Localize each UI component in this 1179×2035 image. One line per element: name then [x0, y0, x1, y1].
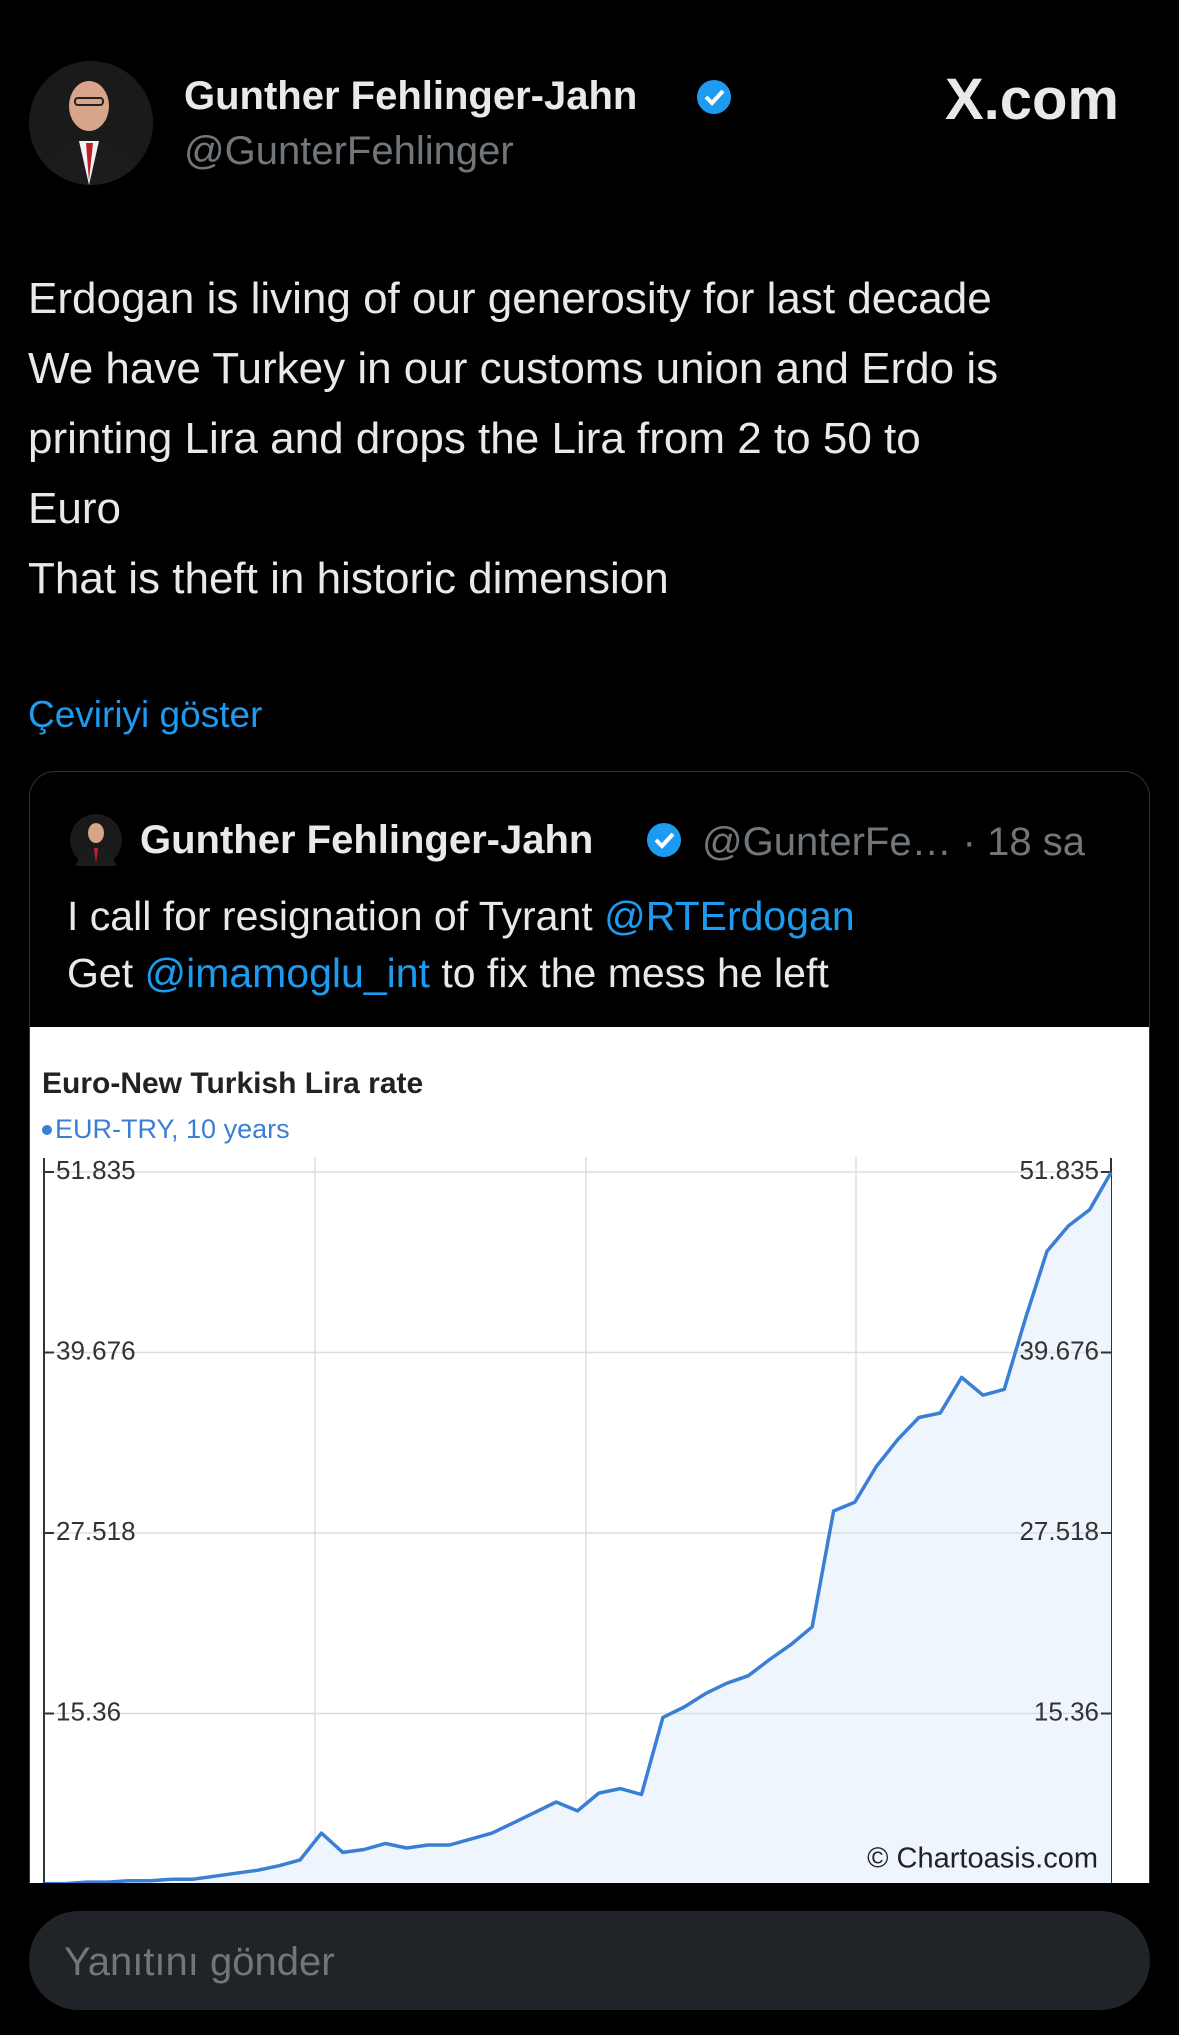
quote-author-name: Gunther Fehlinger-Jahn	[140, 818, 594, 862]
reply-placeholder: Yanıtını gönder	[64, 1940, 335, 1984]
verified-badge	[697, 80, 731, 114]
tweet-line: printing Lira and drops the Lira from 2 …	[28, 414, 921, 463]
reply-input[interactable]: Yanıtını gönder	[29, 1911, 1150, 2010]
legend-marker	[42, 1125, 52, 1135]
line	[44, 1171, 1113, 1886]
quote-text: I call for resignation of Tyrant @RTErdo…	[67, 888, 855, 1002]
site-label: X.com	[944, 67, 1119, 132]
quote-line: I call for resignation of Tyrant @RTErdo…	[67, 888, 855, 945]
author-handle[interactable]: @GunterFehlinger	[184, 129, 514, 173]
avatar[interactable]	[29, 61, 153, 185]
area	[44, 1172, 1111, 1972]
y-tick-label-right: 27.518	[1019, 1516, 1099, 1546]
tweet-line: Euro	[28, 484, 121, 533]
y-tick-label: 51.835	[56, 1155, 136, 1185]
legend-label: EUR-TRY, 10 years	[55, 1114, 290, 1144]
quote-meta: @GunterFe… · 18 sa	[702, 820, 1085, 864]
tweet-line: That is theft in historic dimension	[28, 554, 669, 603]
y-tick-label: 27.518	[56, 1516, 136, 1546]
text: Get	[67, 950, 145, 996]
quote-avatar	[70, 814, 122, 866]
y-tick-label-right: 39.676	[1019, 1335, 1099, 1365]
text: I call for resignation of Tyrant	[67, 893, 605, 939]
tweet-line: Erdogan is living of our generosity for …	[28, 274, 992, 323]
quoted-tweet[interactable]: Gunther Fehlinger-Jahn @GunterFe… · 18 s…	[29, 771, 1150, 1973]
y-tick-label-right: 15.36	[1034, 1696, 1099, 1726]
tweet-line: We have Turkey in our customs union and …	[28, 344, 999, 393]
y-tick-label: 39.676	[56, 1335, 136, 1365]
mention[interactable]: @imamoglu_int	[144, 950, 430, 996]
tweet-text: Erdogan is living of our generosity for …	[28, 264, 998, 614]
watermark: © Chartoasis.com	[867, 1843, 1098, 1875]
verified-badge	[647, 823, 681, 857]
author-name[interactable]: Gunther Fehlinger-Jahn	[184, 74, 638, 118]
translate-link[interactable]: Çeviriyi göster	[28, 694, 263, 735]
quote-line: Get @imamoglu_int to fix the mess he lef…	[67, 945, 855, 1002]
chart: Euro-New Turkish Lira rate EUR-TRY, 10 y…	[30, 1027, 1149, 1972]
chart-title: Euro-New Turkish Lira rate	[42, 1067, 423, 1100]
y-tick-label-right: 51.835	[1019, 1155, 1099, 1185]
mention[interactable]: @RTErdogan	[604, 893, 855, 939]
y-tick-label: 15.36	[56, 1696, 121, 1726]
text: to fix the mess he left	[429, 950, 829, 996]
